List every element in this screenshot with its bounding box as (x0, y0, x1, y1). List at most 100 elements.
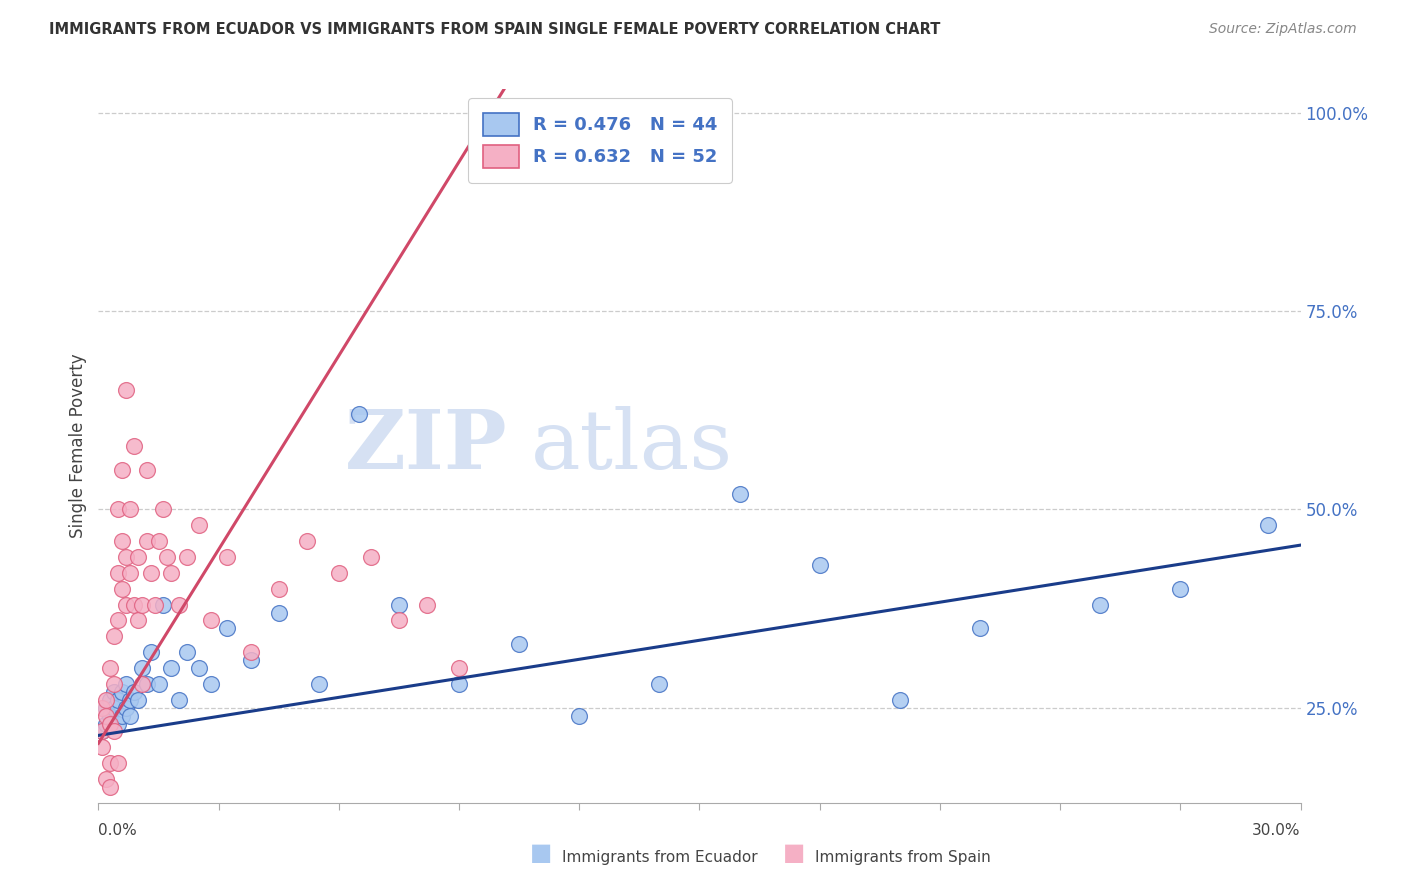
Point (1088, 598, 1111, 612)
Point (111, 708, 134, 723)
Point (969, 621, 991, 635)
Point (1257, 518, 1279, 533)
Point (239, 653, 262, 667)
Point (111, 582, 134, 596)
Point (111, 463, 134, 477)
Point (447, 661, 470, 675)
Point (107, 756, 129, 771)
Point (388, 614, 411, 628)
Text: ■: ■ (530, 841, 553, 865)
Point (159, 661, 181, 675)
Text: 30.0%: 30.0% (1253, 822, 1301, 838)
Point (328, 566, 350, 580)
Point (100, 756, 122, 771)
Point (135, 463, 157, 477)
Point (131, 598, 153, 612)
Point (111, 534, 134, 549)
Point (388, 598, 411, 612)
Point (96, 700, 118, 714)
Point (103, 700, 125, 714)
Point (295, 534, 318, 549)
Point (100, 780, 122, 794)
Point (148, 677, 170, 691)
Point (648, 677, 671, 691)
Text: 0.0%: 0.0% (98, 822, 138, 838)
Point (135, 534, 157, 549)
Text: ZIP: ZIP (344, 406, 508, 486)
Point (107, 716, 129, 731)
Point (115, 384, 138, 398)
Point (96, 708, 118, 723)
Point (103, 677, 125, 691)
Point (91, 740, 114, 755)
Point (91, 724, 114, 739)
Point (148, 534, 170, 549)
Point (96, 772, 118, 786)
Text: Immigrants from Spain: Immigrants from Spain (815, 850, 991, 865)
Y-axis label: Single Female Poverty: Single Female Poverty (69, 354, 87, 538)
Point (111, 685, 134, 699)
Point (120, 692, 142, 706)
Point (96, 716, 118, 731)
Text: Immigrants from Ecuador: Immigrants from Ecuador (562, 850, 758, 865)
Point (215, 549, 238, 564)
Point (124, 598, 146, 612)
Point (215, 621, 238, 635)
Point (267, 606, 290, 620)
Point (107, 502, 129, 516)
Point (131, 661, 153, 675)
Point (447, 677, 470, 691)
Point (120, 708, 142, 723)
Point (187, 661, 209, 675)
Text: Source: ZipAtlas.com: Source: ZipAtlas.com (1209, 22, 1357, 37)
Text: atlas: atlas (531, 406, 734, 486)
Point (139, 566, 162, 580)
Point (808, 558, 831, 572)
Point (100, 692, 122, 706)
Point (360, 549, 382, 564)
Point (107, 566, 129, 580)
Point (100, 716, 122, 731)
Point (124, 685, 146, 699)
Point (120, 566, 142, 580)
Point (103, 629, 125, 643)
Point (115, 598, 138, 612)
Point (728, 486, 751, 500)
Point (176, 549, 198, 564)
Point (131, 677, 153, 691)
Point (239, 645, 262, 659)
Point (115, 549, 138, 564)
Point (167, 692, 190, 706)
Point (155, 549, 177, 564)
Point (308, 677, 330, 691)
Point (135, 677, 157, 691)
Point (152, 598, 174, 612)
Point (91, 724, 114, 739)
Point (152, 502, 174, 516)
Point (568, 708, 591, 723)
Point (200, 677, 222, 691)
Point (1170, 582, 1192, 596)
Point (167, 598, 190, 612)
Point (187, 518, 209, 533)
Legend: R = 0.476   N = 44, R = 0.632   N = 52: R = 0.476 N = 44, R = 0.632 N = 52 (468, 98, 733, 183)
Point (508, 637, 530, 651)
Point (159, 566, 181, 580)
Point (128, 614, 150, 628)
Point (200, 614, 222, 628)
Point (143, 598, 166, 612)
Point (100, 708, 122, 723)
Point (107, 614, 129, 628)
Point (107, 692, 129, 706)
Text: ■: ■ (783, 841, 806, 865)
Point (103, 724, 125, 739)
Text: IMMIGRANTS FROM ECUADOR VS IMMIGRANTS FROM SPAIN SINGLE FEMALE POVERTY CORRELATI: IMMIGRANTS FROM ECUADOR VS IMMIGRANTS FR… (49, 22, 941, 37)
Point (347, 407, 370, 421)
Point (124, 439, 146, 453)
Point (115, 700, 138, 714)
Point (96, 692, 118, 706)
Point (889, 692, 911, 706)
Point (176, 645, 198, 659)
Point (128, 549, 150, 564)
Point (128, 692, 150, 706)
